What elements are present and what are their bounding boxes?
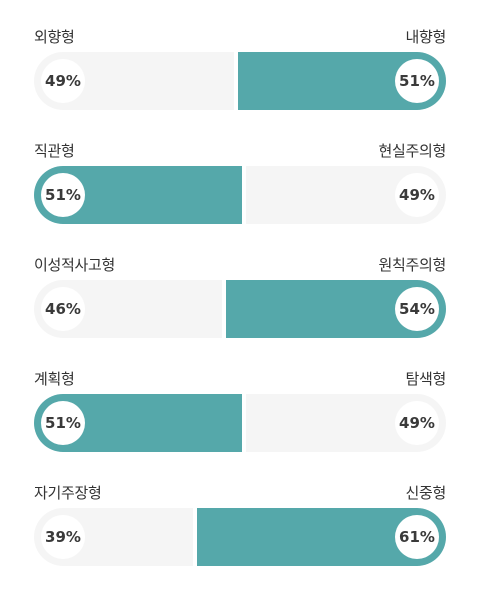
right-bar-segment: 49% — [246, 166, 446, 224]
trait-labels: 직관형 현실주의형 — [34, 138, 446, 162]
left-trait-label: 이성적사고형 — [34, 255, 116, 274]
left-trait-label: 자기주장형 — [34, 483, 102, 502]
left-percent-label: 51% — [41, 173, 85, 217]
trait-labels: 자기주장형 신중형 — [34, 480, 446, 504]
left-trait-label: 직관형 — [34, 141, 75, 160]
trait-bar: 39% 61% — [34, 508, 446, 566]
right-bar-segment: 49% — [246, 394, 446, 452]
trait-chart: 외향형 내향형 49% 51% 직관형 현실주의형 51% 49% — [34, 24, 446, 594]
trait-row: 외향형 내향형 49% 51% — [34, 24, 446, 138]
left-percent-label: 49% — [41, 59, 85, 103]
left-trait-label: 외향형 — [34, 27, 75, 46]
right-trait-label: 원칙주의형 — [378, 255, 446, 274]
trait-bar: 46% 54% — [34, 280, 446, 338]
left-bar-segment: 51% — [34, 394, 242, 452]
left-bar-segment: 49% — [34, 52, 234, 110]
right-percent-label: 49% — [395, 401, 439, 445]
left-percent-label: 51% — [41, 401, 85, 445]
right-percent-label: 51% — [395, 59, 439, 103]
right-percent-label: 49% — [395, 173, 439, 217]
left-trait-label: 계획형 — [34, 369, 75, 388]
right-trait-label: 신중형 — [405, 483, 446, 502]
right-trait-label: 탐색형 — [405, 369, 446, 388]
trait-labels: 이성적사고형 원칙주의형 — [34, 252, 446, 276]
right-percent-label: 54% — [395, 287, 439, 331]
left-percent-label: 39% — [41, 515, 85, 559]
left-bar-segment: 51% — [34, 166, 242, 224]
right-percent-label: 61% — [395, 515, 439, 559]
trait-bar: 49% 51% — [34, 52, 446, 110]
trait-labels: 계획형 탐색형 — [34, 366, 446, 390]
left-bar-segment: 46% — [34, 280, 222, 338]
left-percent-label: 46% — [41, 287, 85, 331]
left-bar-segment: 39% — [34, 508, 193, 566]
trait-bar: 51% 49% — [34, 166, 446, 224]
right-trait-label: 현실주의형 — [378, 141, 446, 160]
trait-bar: 51% 49% — [34, 394, 446, 452]
right-bar-segment: 61% — [197, 508, 446, 566]
trait-row: 이성적사고형 원칙주의형 46% 54% — [34, 252, 446, 366]
right-bar-segment: 54% — [226, 280, 446, 338]
right-trait-label: 내향형 — [405, 27, 446, 46]
trait-labels: 외향형 내향형 — [34, 24, 446, 48]
trait-row: 계획형 탐색형 51% 49% — [34, 366, 446, 480]
trait-row: 자기주장형 신중형 39% 61% — [34, 480, 446, 594]
right-bar-segment: 51% — [238, 52, 446, 110]
trait-row: 직관형 현실주의형 51% 49% — [34, 138, 446, 252]
